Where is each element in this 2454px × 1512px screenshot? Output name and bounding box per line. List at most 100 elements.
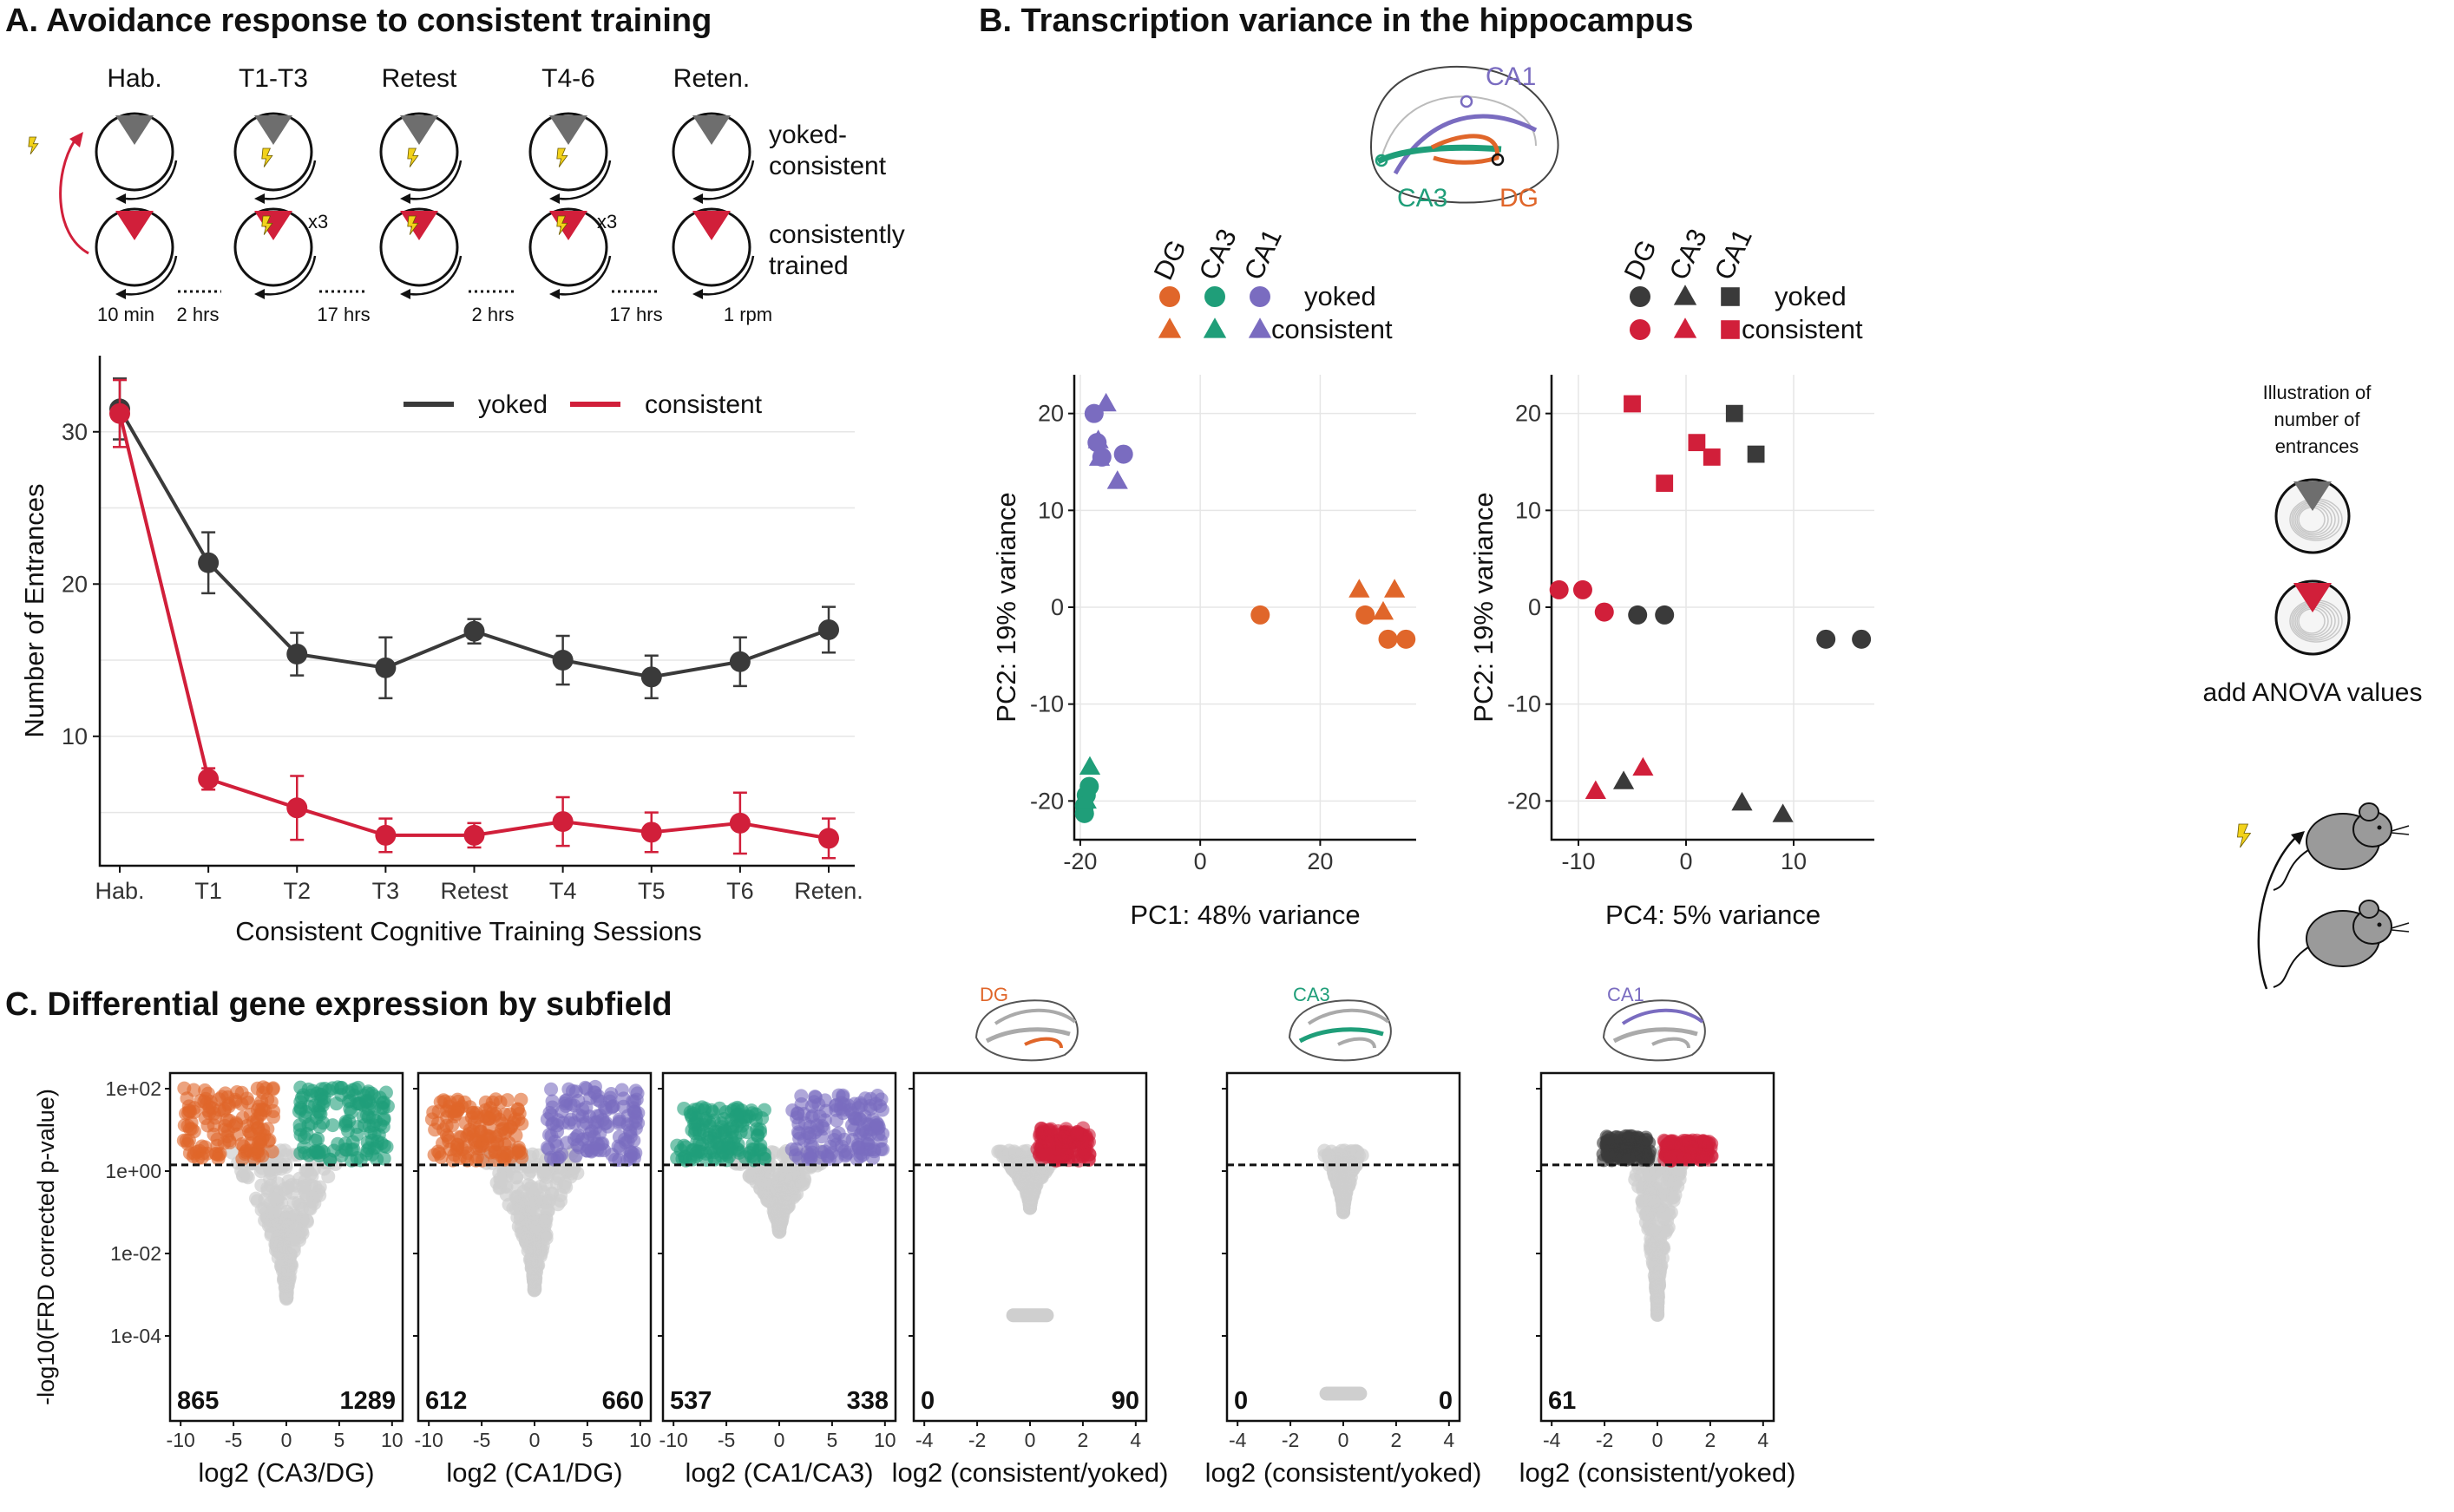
- x-tick-label: -10: [1561, 848, 1595, 874]
- y-tick-label: 1e+00: [105, 1160, 161, 1182]
- volcano-point-ns: [1650, 1299, 1665, 1314]
- inset-layer: [1298, 1027, 1384, 1044]
- legend-marker: [1250, 286, 1270, 307]
- x-tick-label: 10: [381, 1429, 404, 1451]
- volcano-point-left: [266, 1109, 281, 1124]
- session-label: Reten.: [673, 64, 750, 93]
- x-tick-label: 5: [827, 1429, 838, 1451]
- volcano-point-left: [493, 1095, 508, 1109]
- volcano-point-right: [834, 1096, 849, 1110]
- volcano-point-ns: [1657, 1224, 1671, 1239]
- dg-marker: [1491, 153, 1505, 167]
- volcano-point-left: [443, 1095, 457, 1109]
- volcano-point-right: [834, 1139, 849, 1154]
- session-label: T1-T3: [239, 64, 308, 93]
- legend-column-label: CA3: [1663, 225, 1713, 285]
- volcano-point-ns: [1332, 1168, 1347, 1183]
- rotation-arrow: [410, 255, 463, 296]
- volcano-point-ns: [787, 1179, 802, 1194]
- arena-circle: [672, 112, 751, 192]
- volcano-point-right: [628, 1083, 643, 1098]
- volcano-point-right: [582, 1127, 597, 1142]
- x-tick-label: Hab.: [95, 878, 144, 904]
- count-left: 612: [425, 1387, 467, 1415]
- mouse-bottom-icon-whiskers: [2391, 922, 2410, 933]
- volcano-point-left: [506, 1116, 521, 1130]
- volcano-point-ns: [527, 1273, 541, 1287]
- volcano-point-band: [1319, 1386, 1368, 1401]
- panel-b-title: B. Transcription variance in the hippoca…: [979, 3, 1694, 39]
- volcano-point-right: [1040, 1147, 1054, 1162]
- volcano-point-left: [683, 1105, 698, 1120]
- volcano-point-right: [548, 1135, 562, 1149]
- x-tick-label: 20: [1307, 848, 1333, 874]
- arena-circle: [95, 207, 174, 287]
- rotation-arrow: [559, 255, 612, 296]
- x-tick-label: -4: [1543, 1429, 1561, 1451]
- pca-point-ca1: [1088, 447, 1111, 466]
- volcano-point-right: [567, 1132, 581, 1147]
- volcano-point-ns: [263, 1163, 278, 1178]
- rotation-arrow: [410, 160, 463, 200]
- volcano-point-ns: [1635, 1194, 1650, 1208]
- count-left: 61: [1548, 1387, 1576, 1415]
- rotation-arrow: [125, 160, 178, 200]
- volcano-point-left: [426, 1105, 441, 1120]
- anova-note: add ANOVA values: [2203, 678, 2423, 707]
- arena-circle: [379, 112, 459, 192]
- legend-marker: [1630, 286, 1650, 307]
- legend-row-label: yoked: [1775, 281, 1847, 311]
- volcano-point-left: [469, 1106, 484, 1121]
- volcano-point-ns: [1008, 1146, 1023, 1161]
- data-point-consistent: [463, 824, 485, 846]
- pca-point-dg: [1572, 579, 1592, 599]
- x-tick-label: -2: [968, 1429, 986, 1451]
- legend-label-yoked: yoked: [478, 390, 548, 419]
- data-point-yoked: [552, 650, 574, 671]
- mouse-bottom-icon-ear: [2359, 900, 2379, 919]
- volcano-point-left: [447, 1109, 462, 1124]
- rotation-arrowhead: [400, 289, 410, 299]
- x-tick-label: 0: [1679, 848, 1692, 874]
- legend-column-label: CA1: [1238, 225, 1288, 285]
- pca-point-ca1: [1656, 475, 1674, 492]
- volcano-point-left: [198, 1083, 213, 1097]
- legend-column-label: DG: [1618, 235, 1663, 285]
- row-label-yoked-line: consistent: [769, 152, 887, 180]
- volcano-point-right: [297, 1140, 312, 1155]
- y-tick-label: -10: [1030, 691, 1064, 717]
- volcano-point-left: [217, 1123, 232, 1137]
- volcano-point-right: [1697, 1135, 1712, 1149]
- volcano-point-ns: [1649, 1243, 1663, 1258]
- volcano-point-right: [803, 1151, 817, 1166]
- legend-marker: [1203, 317, 1227, 338]
- x-tick-label: 2: [1705, 1429, 1716, 1451]
- inset-layer: [1612, 1027, 1698, 1044]
- data-point-yoked: [375, 657, 397, 678]
- volcano-point-ns: [281, 1267, 296, 1281]
- pca-point-dg: [1378, 629, 1398, 649]
- lightning-bolt-icon: [407, 215, 419, 235]
- shock-zone: [115, 115, 154, 145]
- mouse-top-icon-ear: [2359, 802, 2379, 821]
- volcano-point-left: [757, 1151, 771, 1166]
- volcano-point-right: [380, 1099, 395, 1114]
- legend-row-label: consistent: [1742, 314, 1863, 344]
- volcano-point-ns: [1015, 1168, 1030, 1183]
- x-axis-label: log2 (consistent/yoked): [1519, 1457, 1796, 1488]
- volcano-point-ns: [272, 1228, 287, 1243]
- legend-row-label: yoked: [1304, 281, 1376, 311]
- y-tick-label: 0: [1528, 594, 1541, 620]
- volcano-point-left: [434, 1150, 449, 1165]
- count-right: 1289: [339, 1387, 396, 1415]
- volcano-point-left: [688, 1116, 703, 1130]
- volcano-point-ns: [267, 1191, 282, 1206]
- region-label-ca3: CA3: [1397, 184, 1447, 213]
- data-point-yoked: [286, 644, 308, 665]
- volcano-point-right: [847, 1122, 862, 1136]
- pca-point-dg: [1348, 579, 1370, 598]
- panel-a-title: A. Avoidance response to consistent trai…: [5, 3, 712, 39]
- rotation-arrowhead: [692, 289, 703, 299]
- y-tick-label: 10: [62, 723, 88, 749]
- legend-label-consistent: consistent: [645, 390, 763, 419]
